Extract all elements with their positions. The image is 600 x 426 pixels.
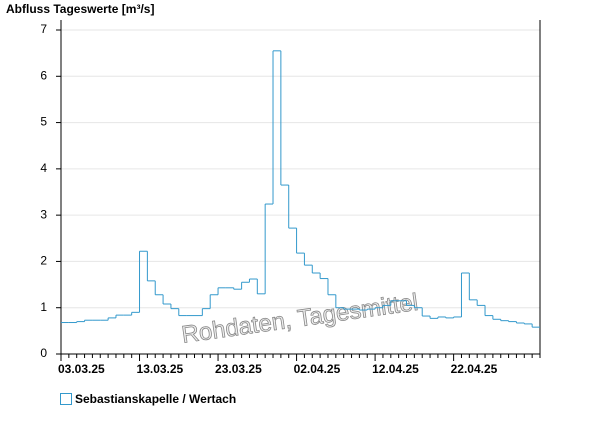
x-tick-label: 12.04.25 xyxy=(372,362,419,376)
watermark: Rohdaten, Tagesmittel xyxy=(180,289,420,349)
y-tick-label: 1 xyxy=(40,300,47,314)
x-tick-label: 23.03.25 xyxy=(215,362,262,376)
x-tick-label: 13.03.25 xyxy=(137,362,184,376)
legend-label: Sebastianskapelle / Wertach xyxy=(75,392,236,406)
y-tick-label: 0 xyxy=(40,346,47,360)
y-tick-label: 3 xyxy=(40,207,47,221)
y-tick-label: 5 xyxy=(40,115,47,129)
legend-swatch xyxy=(60,393,72,405)
y-tick-label: 7 xyxy=(40,22,47,36)
x-tick-label: 22.04.25 xyxy=(451,362,498,376)
chart-title: Abfluss Tageswerte [m³/s] xyxy=(6,2,154,16)
y-tick-label: 2 xyxy=(40,254,47,268)
x-tick-label: 03.03.25 xyxy=(58,362,105,376)
y-tick-label: 6 xyxy=(40,68,47,82)
y-tick-label: 4 xyxy=(40,161,47,175)
x-tick-label: 02.04.25 xyxy=(294,362,341,376)
step-riser xyxy=(76,50,533,328)
